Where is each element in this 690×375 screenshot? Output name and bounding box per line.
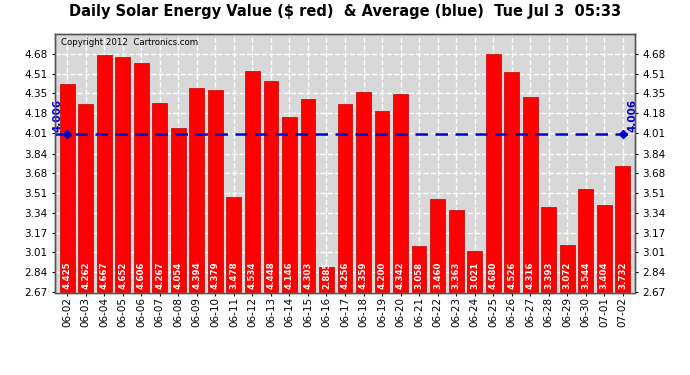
- Text: 4.256: 4.256: [340, 262, 350, 289]
- Text: 4.262: 4.262: [81, 261, 90, 289]
- Bar: [523, 97, 538, 292]
- Bar: [375, 111, 389, 292]
- Bar: [226, 196, 242, 292]
- Text: 3.404: 3.404: [600, 261, 609, 289]
- Bar: [134, 63, 149, 292]
- Text: 3.021: 3.021: [470, 262, 479, 289]
- Bar: [319, 267, 334, 292]
- Text: 3.058: 3.058: [415, 262, 424, 289]
- Bar: [79, 104, 93, 292]
- Text: 4.534: 4.534: [248, 261, 257, 289]
- Bar: [578, 189, 593, 292]
- Bar: [597, 206, 611, 292]
- Text: Daily Solar Energy Value ($ red)  & Average (blue)  Tue Jul 3  05:33: Daily Solar Energy Value ($ red) & Avera…: [69, 4, 621, 19]
- Bar: [282, 117, 297, 292]
- Text: 4.667: 4.667: [100, 261, 109, 289]
- Text: 4.680: 4.680: [489, 262, 497, 289]
- Bar: [152, 103, 167, 292]
- Bar: [615, 166, 630, 292]
- Bar: [430, 199, 445, 292]
- Text: 4.316: 4.316: [526, 261, 535, 289]
- Bar: [412, 246, 426, 292]
- Bar: [97, 56, 112, 292]
- Text: 4.359: 4.359: [359, 262, 368, 289]
- Text: 4.379: 4.379: [211, 261, 220, 289]
- Text: 3.544: 3.544: [581, 261, 590, 289]
- Bar: [448, 210, 464, 292]
- Text: 3.732: 3.732: [618, 261, 627, 289]
- Text: 3.460: 3.460: [433, 262, 442, 289]
- Bar: [504, 72, 519, 292]
- Text: 4.006: 4.006: [628, 98, 638, 132]
- Text: 4.267: 4.267: [155, 261, 164, 289]
- Text: 4.054: 4.054: [174, 262, 183, 289]
- Bar: [171, 128, 186, 292]
- Text: 2.885: 2.885: [322, 262, 331, 289]
- Text: 4.342: 4.342: [396, 261, 405, 289]
- Text: 4.526: 4.526: [507, 262, 516, 289]
- Text: 4.448: 4.448: [266, 261, 275, 289]
- Bar: [541, 207, 556, 292]
- Text: 4.200: 4.200: [377, 262, 386, 289]
- Text: 4.303: 4.303: [304, 262, 313, 289]
- Text: 4.652: 4.652: [118, 262, 127, 289]
- Text: 3.363: 3.363: [452, 262, 461, 289]
- Bar: [337, 104, 353, 292]
- Text: Copyright 2012  Cartronics.com: Copyright 2012 Cartronics.com: [61, 38, 198, 46]
- Text: 4.606: 4.606: [137, 262, 146, 289]
- Bar: [245, 71, 260, 292]
- Text: 3.393: 3.393: [544, 262, 553, 289]
- Bar: [301, 99, 315, 292]
- Bar: [486, 54, 500, 292]
- Bar: [264, 81, 278, 292]
- Text: 3.072: 3.072: [563, 262, 572, 289]
- Bar: [208, 90, 223, 292]
- Text: 4.006: 4.006: [52, 98, 62, 132]
- Bar: [356, 92, 371, 292]
- Bar: [60, 84, 75, 292]
- Bar: [560, 245, 575, 292]
- Text: 4.425: 4.425: [63, 261, 72, 289]
- Text: 3.478: 3.478: [229, 261, 238, 289]
- Bar: [190, 88, 204, 292]
- Text: 4.146: 4.146: [285, 261, 294, 289]
- Bar: [393, 94, 408, 292]
- Bar: [467, 251, 482, 292]
- Bar: [115, 57, 130, 292]
- Text: 4.394: 4.394: [193, 261, 201, 289]
